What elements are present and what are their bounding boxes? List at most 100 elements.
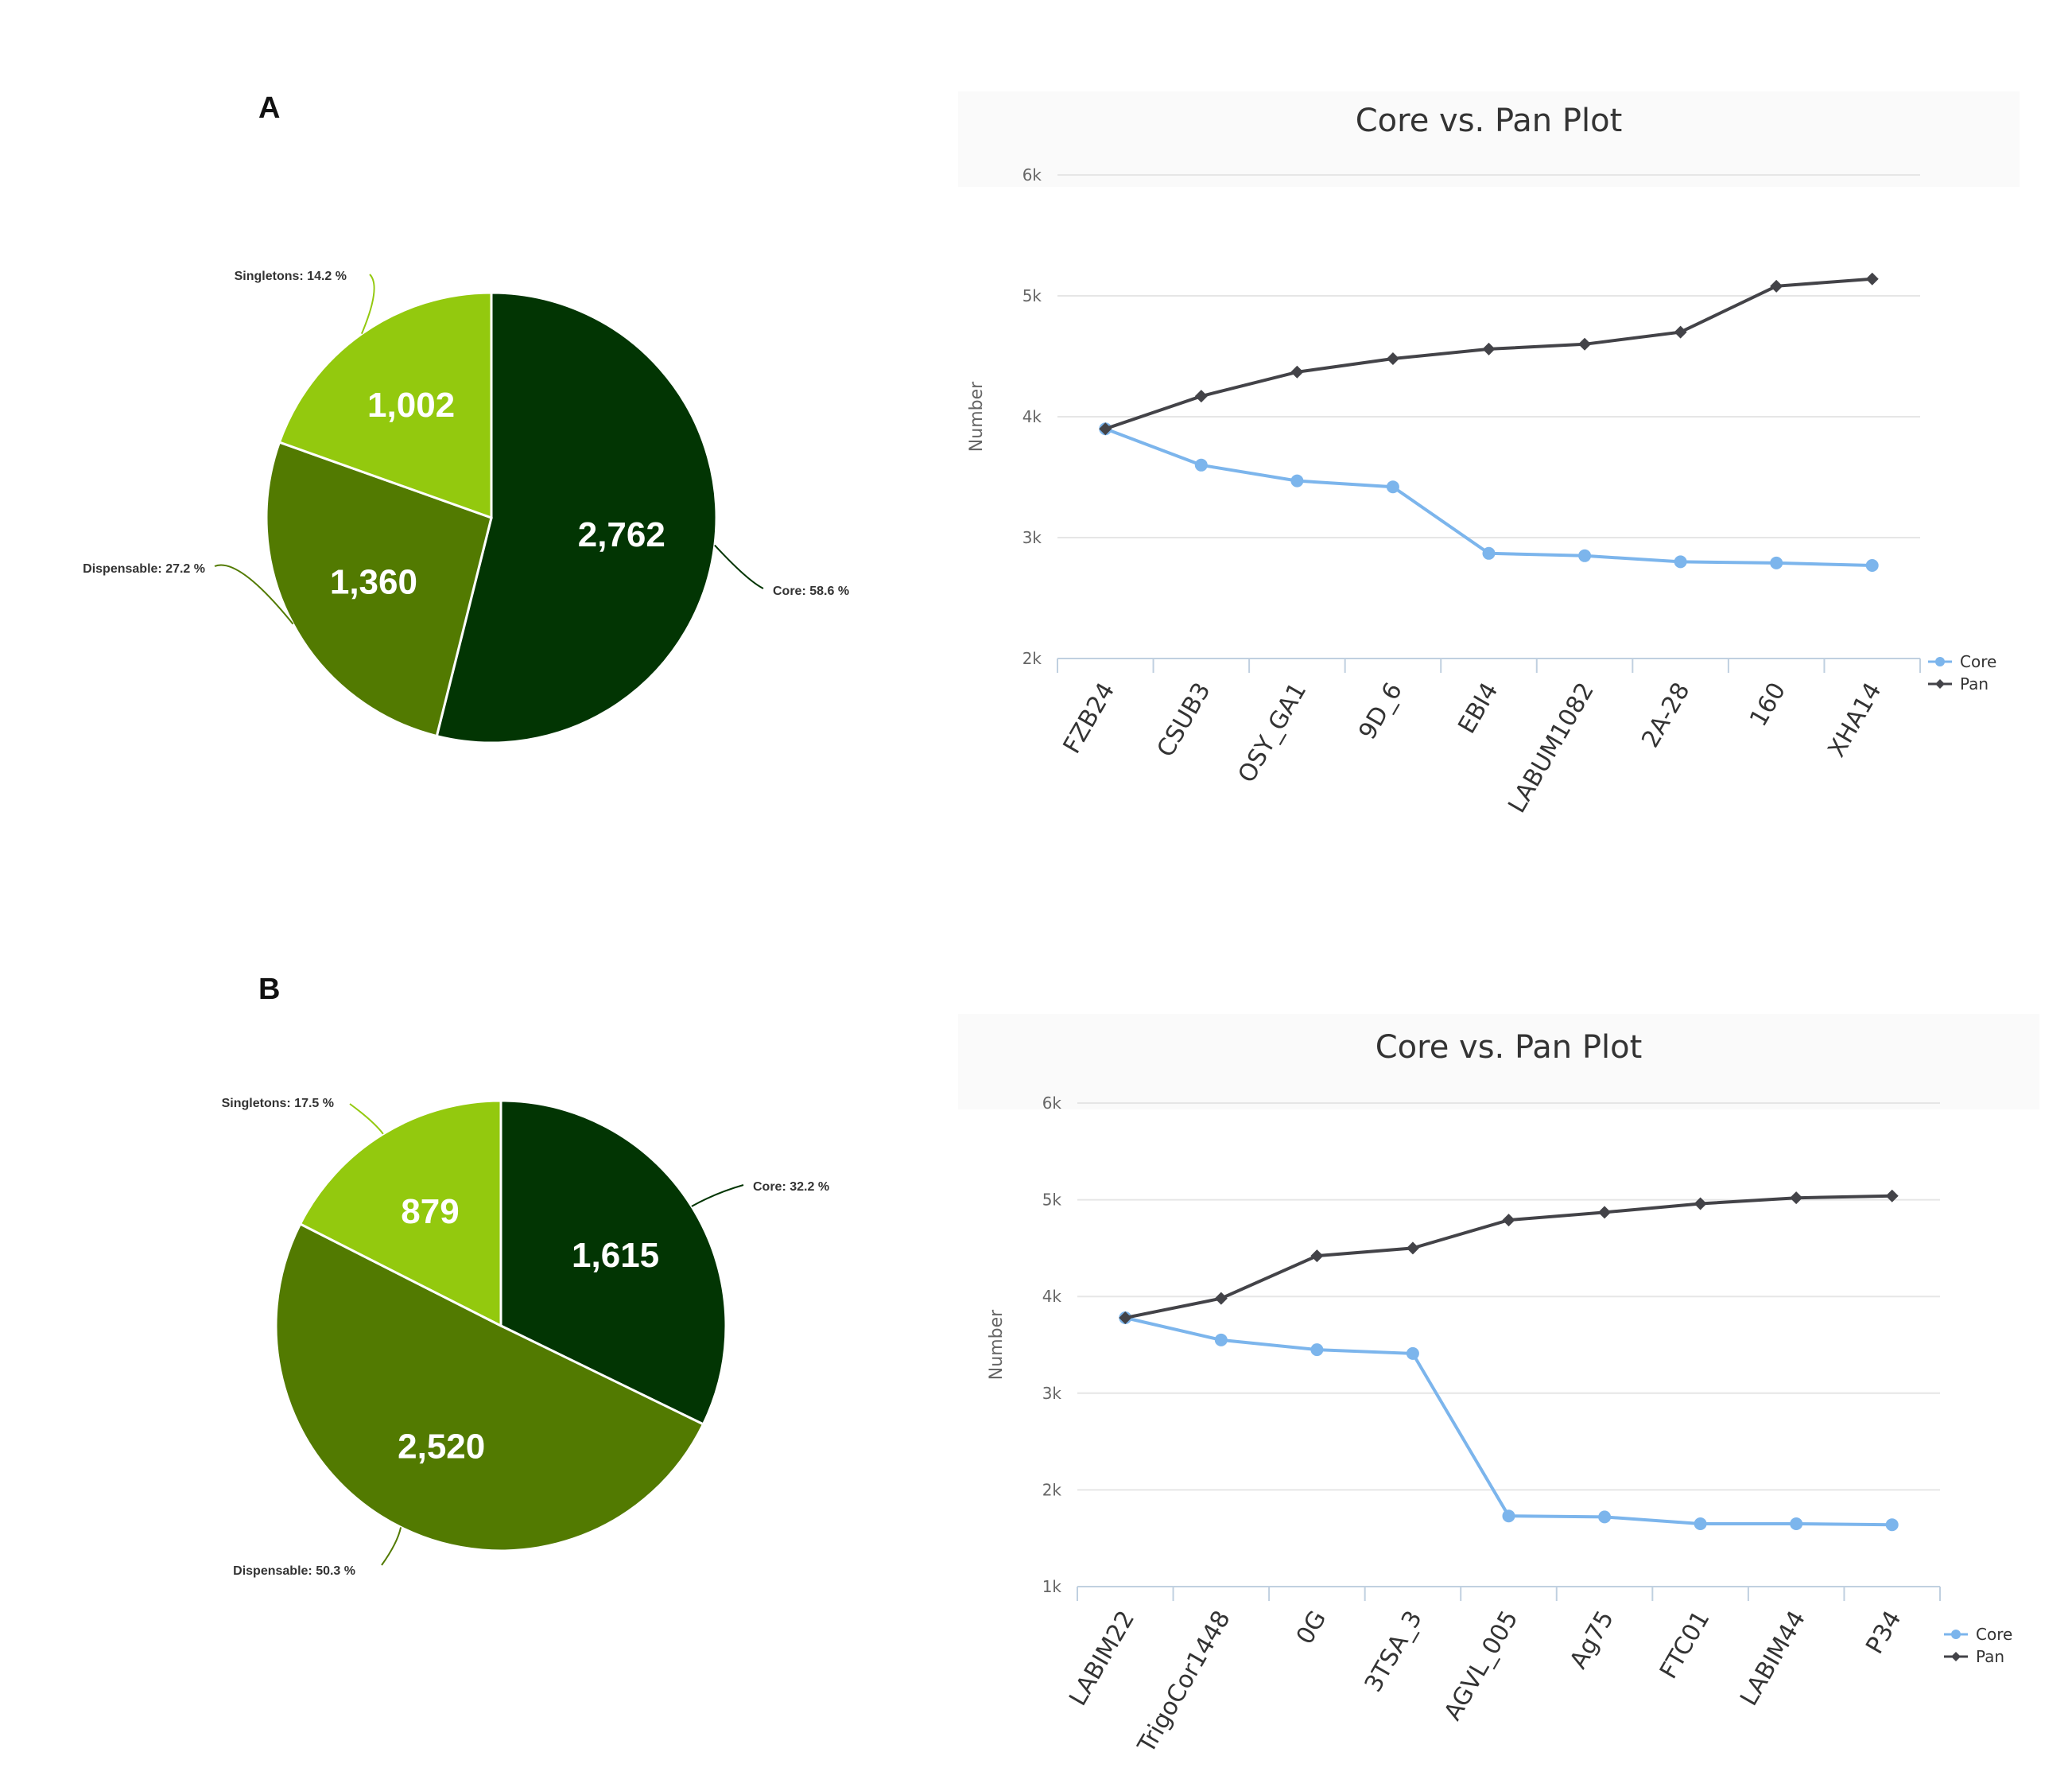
x-tick-label: OSY_GA1 <box>1233 678 1313 788</box>
y-tick-label: 5k <box>1042 1191 1062 1210</box>
pie-chart-b: 1,615 Core: 32.2 % 2,520 Dispensable: 50.3 … <box>222 1097 829 1578</box>
data-point-core <box>1770 556 1783 569</box>
x-tick-label: TrigoCor1448 <box>1132 1606 1236 1759</box>
pie-callout-singletons: Singletons: 14.2 % <box>235 270 347 283</box>
y-tick-label: 1k <box>1042 1577 1062 1596</box>
pie-connector-dispensable <box>214 564 294 625</box>
data-point-core <box>1194 458 1208 472</box>
data-point-core <box>1290 474 1304 488</box>
x-tick-label: Ag75 <box>1565 1606 1620 1674</box>
data-point-core <box>1598 1510 1612 1524</box>
pie-value-label-core: 1,615 <box>572 1236 659 1275</box>
pie-callout-dispensable: Dispensable: 50.3 % <box>233 1564 355 1578</box>
data-point-core <box>1482 546 1496 560</box>
x-tick-label: XHA14 <box>1822 678 1887 763</box>
data-point-pan <box>1099 422 1112 436</box>
pie-connector-core <box>691 1184 744 1207</box>
x-tick-label: P34 <box>1861 1606 1907 1659</box>
pie-value-label-dispensable: 2,520 <box>398 1428 485 1467</box>
x-tick-label: 3TSA_3 <box>1360 1606 1428 1697</box>
chart-background <box>958 1014 2039 1109</box>
data-point-core <box>1694 1517 1707 1530</box>
data-point-core <box>1865 559 1879 572</box>
pie-value-label-singletons: 1,002 <box>367 386 455 425</box>
y-tick-label: 3k <box>1022 528 1042 547</box>
data-point-core <box>1790 1517 1803 1530</box>
series-line-core <box>1104 427 1872 567</box>
y-axis-title: Number <box>967 381 987 452</box>
legend-marker-core <box>1951 1630 1961 1639</box>
pie-callout-core: Core: 32.2 % <box>753 1180 829 1194</box>
pie-slice-dispensable <box>265 441 493 738</box>
line-chart-b: Core vs. Pan Plot 1k 2k 3k 4k 5k 6k Number LABIM… <box>958 1014 2039 1758</box>
y-tick-label: 6k <box>1022 165 1042 185</box>
y-tick-label: 4k <box>1022 407 1042 426</box>
legend-marker-core <box>1935 657 1945 666</box>
pie-slice-core <box>435 291 718 744</box>
data-point-pan <box>1119 1311 1132 1324</box>
data-point-pan <box>1790 1191 1803 1205</box>
pie-slice-singletons <box>277 291 493 520</box>
x-tick-label: 9D_6 <box>1353 678 1407 745</box>
x-tick-label: LABUM1082 <box>1503 678 1600 818</box>
data-point-pan <box>1502 1214 1515 1227</box>
data-point-pan <box>1770 279 1783 293</box>
data-point-pan <box>1214 1292 1228 1305</box>
y-tick-label: 2k <box>1042 1480 1062 1499</box>
panel-label-a: A <box>258 91 280 125</box>
pie-connector-core <box>714 544 764 589</box>
x-tick-label: AGVL_005 <box>1439 1606 1524 1726</box>
pie-slice-singletons <box>298 1099 502 1328</box>
data-point-pan <box>1598 1206 1612 1219</box>
pie-slice-core <box>499 1099 728 1426</box>
pie-connector-singletons <box>360 274 375 335</box>
pie-value-label-singletons: 879 <box>401 1192 459 1231</box>
legend-label-core: Core <box>1960 652 1996 671</box>
data-point-pan <box>1290 365 1304 379</box>
data-point-pan <box>1194 390 1208 403</box>
legend-label-pan: Pan <box>1960 674 1989 693</box>
panel-label-b: B <box>258 973 280 1006</box>
data-point-core <box>1502 1509 1515 1523</box>
data-point-pan <box>1310 1249 1324 1263</box>
data-point-core <box>1578 549 1592 562</box>
pie-connector-singletons <box>349 1103 384 1135</box>
data-point-core <box>1674 555 1687 569</box>
data-point-pan <box>1674 325 1687 339</box>
pie-value-label-core: 2,762 <box>578 515 665 554</box>
data-point-core <box>1214 1333 1228 1346</box>
y-axis-title: Number <box>987 1309 1007 1380</box>
pie-callout-singletons: Singletons: 17.5 % <box>222 1097 334 1110</box>
legend-label-pan: Pan <box>1976 1647 2004 1666</box>
data-point-pan <box>1885 1189 1899 1202</box>
pie-value-label-dispensable: 1,360 <box>330 562 417 601</box>
y-tick-label: 3k <box>1042 1384 1062 1403</box>
data-point-core <box>1885 1518 1899 1532</box>
x-tick-label: 2A-28 <box>1636 678 1695 753</box>
pie-connector-dispensable <box>381 1527 402 1566</box>
x-tick-label: FZB24 <box>1058 678 1121 759</box>
x-tick-label: LABIM44 <box>1735 1606 1811 1711</box>
pie-chart-a: 2,762 Core: 58.6 % 1,360 Dispensable: 27.2 … <box>83 270 849 744</box>
line-chart-a: Core vs. Pan Plot 2k 3k 4k 5k 6k Number FZB24 CS… <box>958 91 2020 818</box>
y-tick-label: 2k <box>1022 649 1042 668</box>
x-tick-label: CSUB3 <box>1152 678 1216 763</box>
data-point-core <box>1310 1343 1324 1357</box>
x-tick-label: LABIM22 <box>1064 1606 1140 1711</box>
legend-marker-pan <box>1935 679 1945 689</box>
data-point-pan <box>1694 1197 1707 1210</box>
x-tick-label: EBI4 <box>1453 678 1504 739</box>
y-tick-label: 5k <box>1022 286 1042 305</box>
chart-title: Core vs. Pan Plot <box>1376 1029 1643 1066</box>
data-point-pan <box>1482 342 1496 355</box>
chart-title: Core vs. Pan Plot <box>1356 103 1623 139</box>
x-tick-label: 160 <box>1744 678 1791 732</box>
data-point-pan <box>1406 1241 1419 1255</box>
pie-callout-core: Core: 58.6 % <box>773 585 849 598</box>
data-point-pan <box>1865 272 1879 286</box>
y-tick-label: 6k <box>1042 1094 1062 1113</box>
y-tick-label: 4k <box>1042 1287 1062 1306</box>
data-point-pan <box>1578 337 1592 351</box>
data-point-pan <box>1386 352 1399 366</box>
series-line-core <box>1124 1316 1892 1527</box>
